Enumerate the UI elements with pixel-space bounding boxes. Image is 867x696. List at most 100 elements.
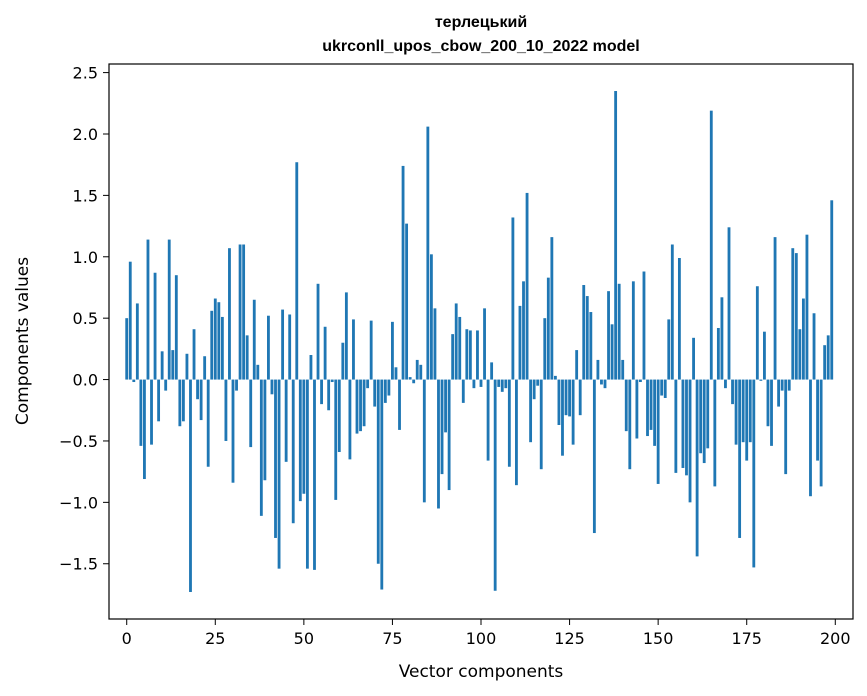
bar-26: [217, 302, 221, 380]
bar-39: [263, 379, 267, 481]
bar-135: [603, 379, 607, 389]
x-tick-label: 75: [382, 629, 402, 648]
bar-123: [561, 379, 564, 456]
bar-176: [748, 379, 752, 443]
bar-153: [667, 319, 671, 380]
bar-9: [157, 379, 161, 422]
bar-98: [472, 379, 476, 389]
bar-141: [624, 379, 628, 432]
y-tick-label: 0.5: [73, 309, 98, 328]
bar-11: [164, 379, 168, 391]
bar-67: [362, 379, 366, 427]
bar-0: [125, 318, 129, 380]
bar-25: [213, 298, 217, 380]
bar-103: [490, 362, 494, 380]
bar-23: [206, 379, 210, 467]
bar-80: [408, 377, 412, 380]
bar-46: [288, 314, 292, 380]
chart-title-line-2: ukrconll_upos_cbow_200_10_2022 model: [322, 38, 639, 55]
bar-12: [167, 239, 171, 380]
bar-58: [330, 379, 334, 383]
bar-61: [341, 342, 345, 380]
bar-30: [231, 379, 235, 483]
bar-4: [139, 379, 143, 446]
bar-95: [461, 379, 465, 403]
bar-55: [320, 379, 323, 405]
bar-110: [515, 379, 518, 486]
y-tick-label: −0.5: [59, 432, 98, 451]
bar-139: [617, 283, 621, 380]
bar-83: [419, 364, 423, 380]
bar-186: [784, 379, 788, 475]
bar-84: [422, 379, 426, 503]
bar-97: [468, 330, 472, 380]
bar-142: [628, 379, 632, 470]
bar-155: [674, 379, 678, 473]
y-tick-label: 1.0: [73, 248, 98, 267]
bar-124: [564, 379, 568, 416]
bar-144: [635, 379, 639, 439]
bar-193: [809, 379, 812, 497]
y-tick-label: 1.5: [73, 186, 98, 205]
bar-138: [614, 91, 618, 380]
bar-120: [550, 237, 554, 380]
bar-159: [688, 379, 692, 503]
bar-34: [245, 335, 249, 380]
bar-82: [415, 359, 419, 380]
bar-109: [511, 217, 515, 380]
x-axis-ticks: 0 25 50 75 100 125 150 175 200: [122, 619, 851, 648]
x-tick-label: 25: [205, 629, 225, 648]
bar-152: [663, 379, 667, 398]
y-axis-label: Components values: [13, 257, 33, 425]
bar-92: [451, 334, 455, 380]
bar-64: [352, 319, 355, 380]
bar-111: [518, 305, 522, 380]
x-axis-label: Vector components: [399, 662, 564, 682]
bar-75: [391, 321, 394, 380]
y-tick-label: −1.5: [59, 555, 98, 574]
bar-151: [660, 379, 664, 396]
bar-81: [412, 379, 416, 384]
bar-169: [724, 379, 727, 389]
bar-48: [295, 162, 299, 380]
bar-3: [135, 303, 139, 380]
bar-88: [437, 379, 440, 509]
bar-41: [270, 379, 274, 395]
bar-31: [235, 379, 238, 391]
y-tick-label: 2.0: [73, 125, 98, 144]
bar-170: [727, 227, 731, 380]
bar-165: [709, 110, 713, 380]
x-tick-label: 175: [731, 629, 762, 648]
bar-174: [741, 379, 745, 443]
bar-194: [812, 313, 816, 380]
bar-187: [787, 379, 791, 391]
bar-78: [401, 165, 405, 380]
bar-93: [454, 303, 458, 380]
bar-96: [465, 329, 469, 380]
bar-127: [575, 350, 579, 380]
bar-107: [504, 379, 508, 389]
bar-113: [525, 192, 529, 380]
bar-54: [316, 283, 320, 380]
bar-45: [284, 379, 288, 462]
bar-192: [805, 234, 809, 380]
bar-184: [777, 379, 781, 407]
bar-173: [738, 379, 742, 538]
bar-7: [150, 379, 153, 445]
bar-74: [387, 379, 391, 396]
bar-60: [337, 379, 341, 453]
bar-198: [826, 335, 830, 380]
bar-19: [192, 329, 196, 380]
x-tick-label: 150: [643, 629, 674, 648]
bar-15: [178, 379, 182, 427]
bar-35: [249, 379, 253, 448]
bar-102: [486, 379, 490, 461]
bar-33: [242, 244, 246, 380]
bar-32: [238, 244, 242, 380]
y-tick-label: 2.5: [73, 64, 98, 83]
bar-90: [444, 379, 447, 433]
bar-42: [274, 379, 277, 538]
bar-157: [681, 379, 685, 468]
bar-50: [302, 379, 306, 494]
bar-190: [798, 329, 802, 380]
